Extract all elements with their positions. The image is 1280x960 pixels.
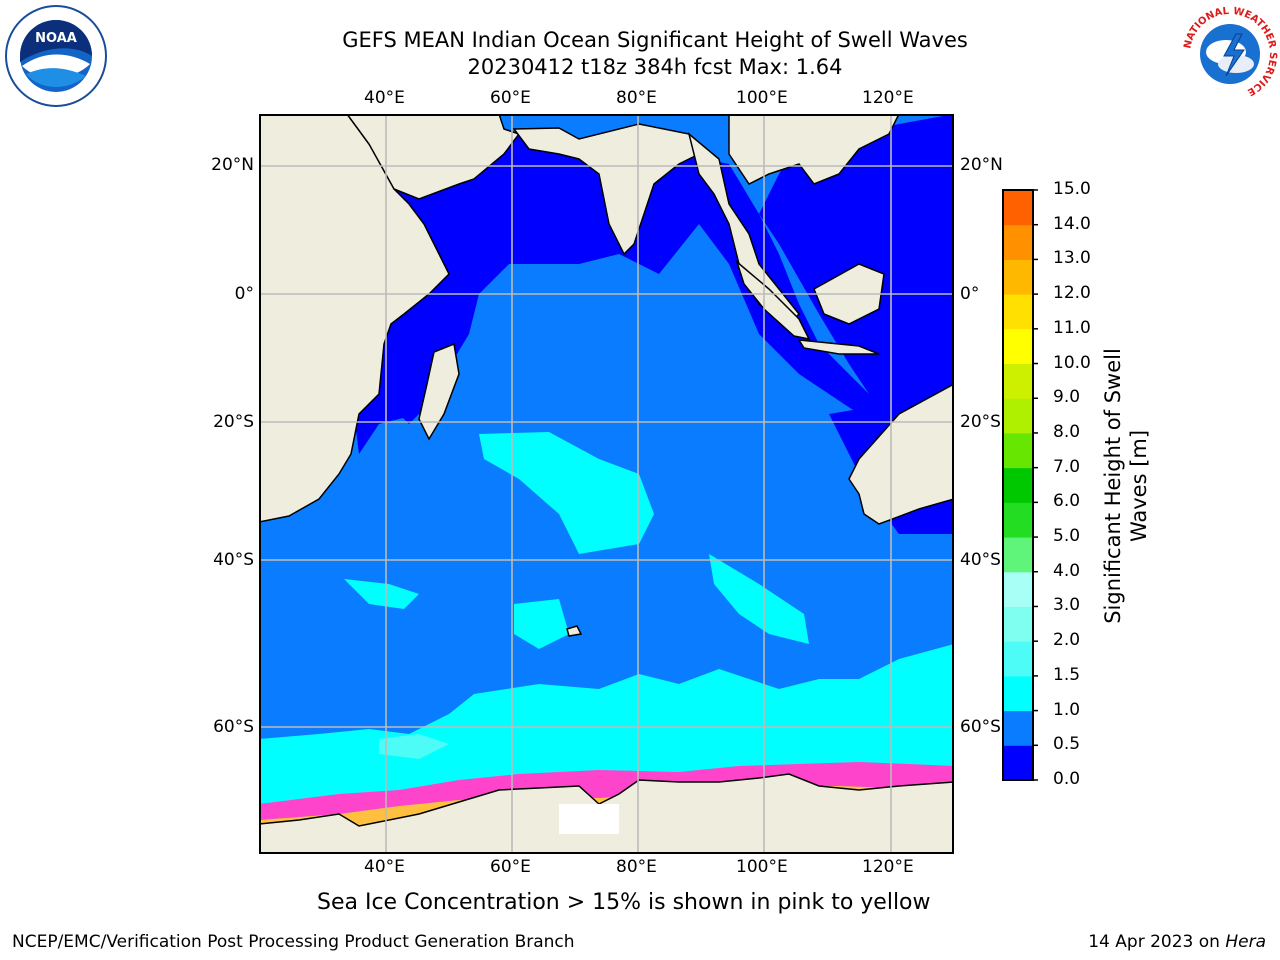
colorbar-tick-label: 9.0 bbox=[1053, 387, 1081, 408]
antarctica-inner-ice bbox=[559, 804, 619, 834]
colorbar-tick-label: 8.0 bbox=[1053, 421, 1081, 442]
southern-swell-belt-light bbox=[379, 734, 449, 759]
colorbar-segment bbox=[1003, 398, 1033, 434]
colorbar-segment bbox=[1003, 710, 1033, 746]
southern-swell-belt bbox=[259, 644, 954, 804]
colorbar-tick-label: 2.0 bbox=[1053, 630, 1081, 651]
colorbar-segment bbox=[1003, 606, 1033, 642]
colorbar-label: Significant Height of Swell Waves [m] bbox=[1100, 348, 1152, 624]
lon-label-bottom-40e: 40°E bbox=[364, 857, 405, 877]
colorbar-tick-label: 4.0 bbox=[1053, 560, 1081, 581]
colorbar-segment bbox=[1003, 432, 1033, 469]
lon-label-top-40e: 40°E bbox=[364, 88, 405, 108]
lon-label-bottom-60e: 60°E bbox=[490, 857, 531, 877]
chart-subtitle-forecast: 20230412 t18z 384h fcst Max: 1.64 bbox=[467, 55, 843, 79]
lon-label-top-100e: 100°E bbox=[736, 88, 788, 108]
india-landmass bbox=[512, 123, 701, 256]
java-island bbox=[797, 339, 880, 355]
colorbar-tick-label: 5.0 bbox=[1053, 526, 1081, 547]
colorbar-tick-label: 13.0 bbox=[1053, 248, 1091, 269]
colorbar-segment bbox=[1003, 190, 1033, 226]
colorbar-tick-label: 6.0 bbox=[1053, 491, 1081, 512]
lat-label-right-20s: 20°S bbox=[960, 412, 1001, 432]
lon-label-top-120e: 120°E bbox=[862, 88, 914, 108]
footer-date-text: 14 Apr 2023 on bbox=[1088, 932, 1226, 952]
madagascar-island bbox=[418, 342, 460, 441]
colorbar-segment bbox=[1003, 537, 1033, 573]
swell-patch-central bbox=[479, 432, 654, 554]
lat-label-left-0: 0° bbox=[234, 284, 254, 304]
lat-label-left-40s: 40°S bbox=[213, 550, 254, 570]
colorbar-tick-label: 10.0 bbox=[1053, 352, 1091, 373]
colorbar-label-line2: Waves [m] bbox=[1127, 429, 1151, 543]
colorbar-segment bbox=[1003, 328, 1033, 365]
australia-landmass bbox=[848, 383, 954, 525]
noaa-logo-text: NOAA bbox=[35, 31, 77, 46]
lat-label-left-60s: 60°S bbox=[213, 717, 254, 737]
swell-patch-mid bbox=[514, 599, 569, 649]
colorbar-tick-label: 7.0 bbox=[1053, 456, 1081, 477]
lat-label-right-20n: 20°N bbox=[960, 155, 1003, 175]
colorbar-segment bbox=[1003, 467, 1033, 503]
colorbar-tick-label: 3.0 bbox=[1053, 595, 1081, 616]
colorbar-tick-label: 1.0 bbox=[1053, 699, 1081, 720]
map-frame bbox=[259, 114, 954, 854]
colorbar-tick-label: 0.5 bbox=[1053, 734, 1081, 755]
colorbar bbox=[1002, 189, 1038, 781]
swell-height-map bbox=[259, 114, 954, 854]
swell-patch-east bbox=[709, 554, 809, 644]
colorbar-tick-label: 11.0 bbox=[1053, 317, 1091, 338]
footer-producer: NCEP/EMC/Verification Post Processing Pr… bbox=[12, 932, 575, 952]
lon-label-bottom-80e: 80°E bbox=[616, 857, 657, 877]
sea-ice-note: Sea Ice Concentration > 15% is shown in … bbox=[317, 890, 931, 915]
lat-label-left-20n: 20°N bbox=[211, 155, 254, 175]
colorbar-segment bbox=[1003, 502, 1033, 538]
lat-label-right-0: 0° bbox=[960, 284, 980, 304]
colorbar-tick-label: 12.0 bbox=[1053, 283, 1091, 304]
colorbar-tick-label: 1.5 bbox=[1053, 664, 1081, 685]
lat-label-right-40s: 40°S bbox=[960, 550, 1001, 570]
lat-label-right-60s: 60°S bbox=[960, 717, 1001, 737]
footer-host: Hera bbox=[1225, 932, 1266, 952]
colorbar-tick-label: 14.0 bbox=[1053, 213, 1091, 234]
colorbar-label-line1: Significant Height of Swell bbox=[1101, 348, 1125, 624]
lon-label-top-80e: 80°E bbox=[616, 88, 657, 108]
colorbar-segment bbox=[1003, 745, 1033, 781]
north-indian-low-swell bbox=[384, 128, 954, 474]
chart-title: GEFS MEAN Indian Ocean Significant Heigh… bbox=[342, 28, 968, 52]
lat-label-left-20s: 20°S bbox=[213, 412, 254, 432]
graticule bbox=[259, 114, 954, 854]
colorbar-segment bbox=[1003, 224, 1033, 260]
lon-label-bottom-100e: 100°E bbox=[736, 857, 788, 877]
noaa-logo: NOAA bbox=[4, 4, 108, 112]
colorbar-segment bbox=[1003, 571, 1033, 607]
footer-date: 14 Apr 2023 on Hera bbox=[1088, 932, 1266, 952]
nws-logo: NATIONAL WEATHER SERVICE bbox=[1180, 4, 1280, 108]
colorbar-segment bbox=[1003, 259, 1033, 295]
lon-label-top-60e: 60°E bbox=[490, 88, 531, 108]
kerguelen-island bbox=[566, 625, 583, 637]
colorbar-segment bbox=[1003, 294, 1033, 330]
colorbar-tick-label: 15.0 bbox=[1053, 179, 1091, 199]
colorbar-tick-label: 0.0 bbox=[1053, 769, 1081, 789]
indonesia-low-swell bbox=[759, 114, 954, 394]
lon-label-bottom-120e: 120°E bbox=[862, 857, 914, 877]
colorbar-segment bbox=[1003, 641, 1033, 677]
swell-patch-west bbox=[344, 579, 419, 609]
colorbar-segment bbox=[1003, 363, 1033, 399]
colorbar-segment bbox=[1003, 675, 1033, 712]
